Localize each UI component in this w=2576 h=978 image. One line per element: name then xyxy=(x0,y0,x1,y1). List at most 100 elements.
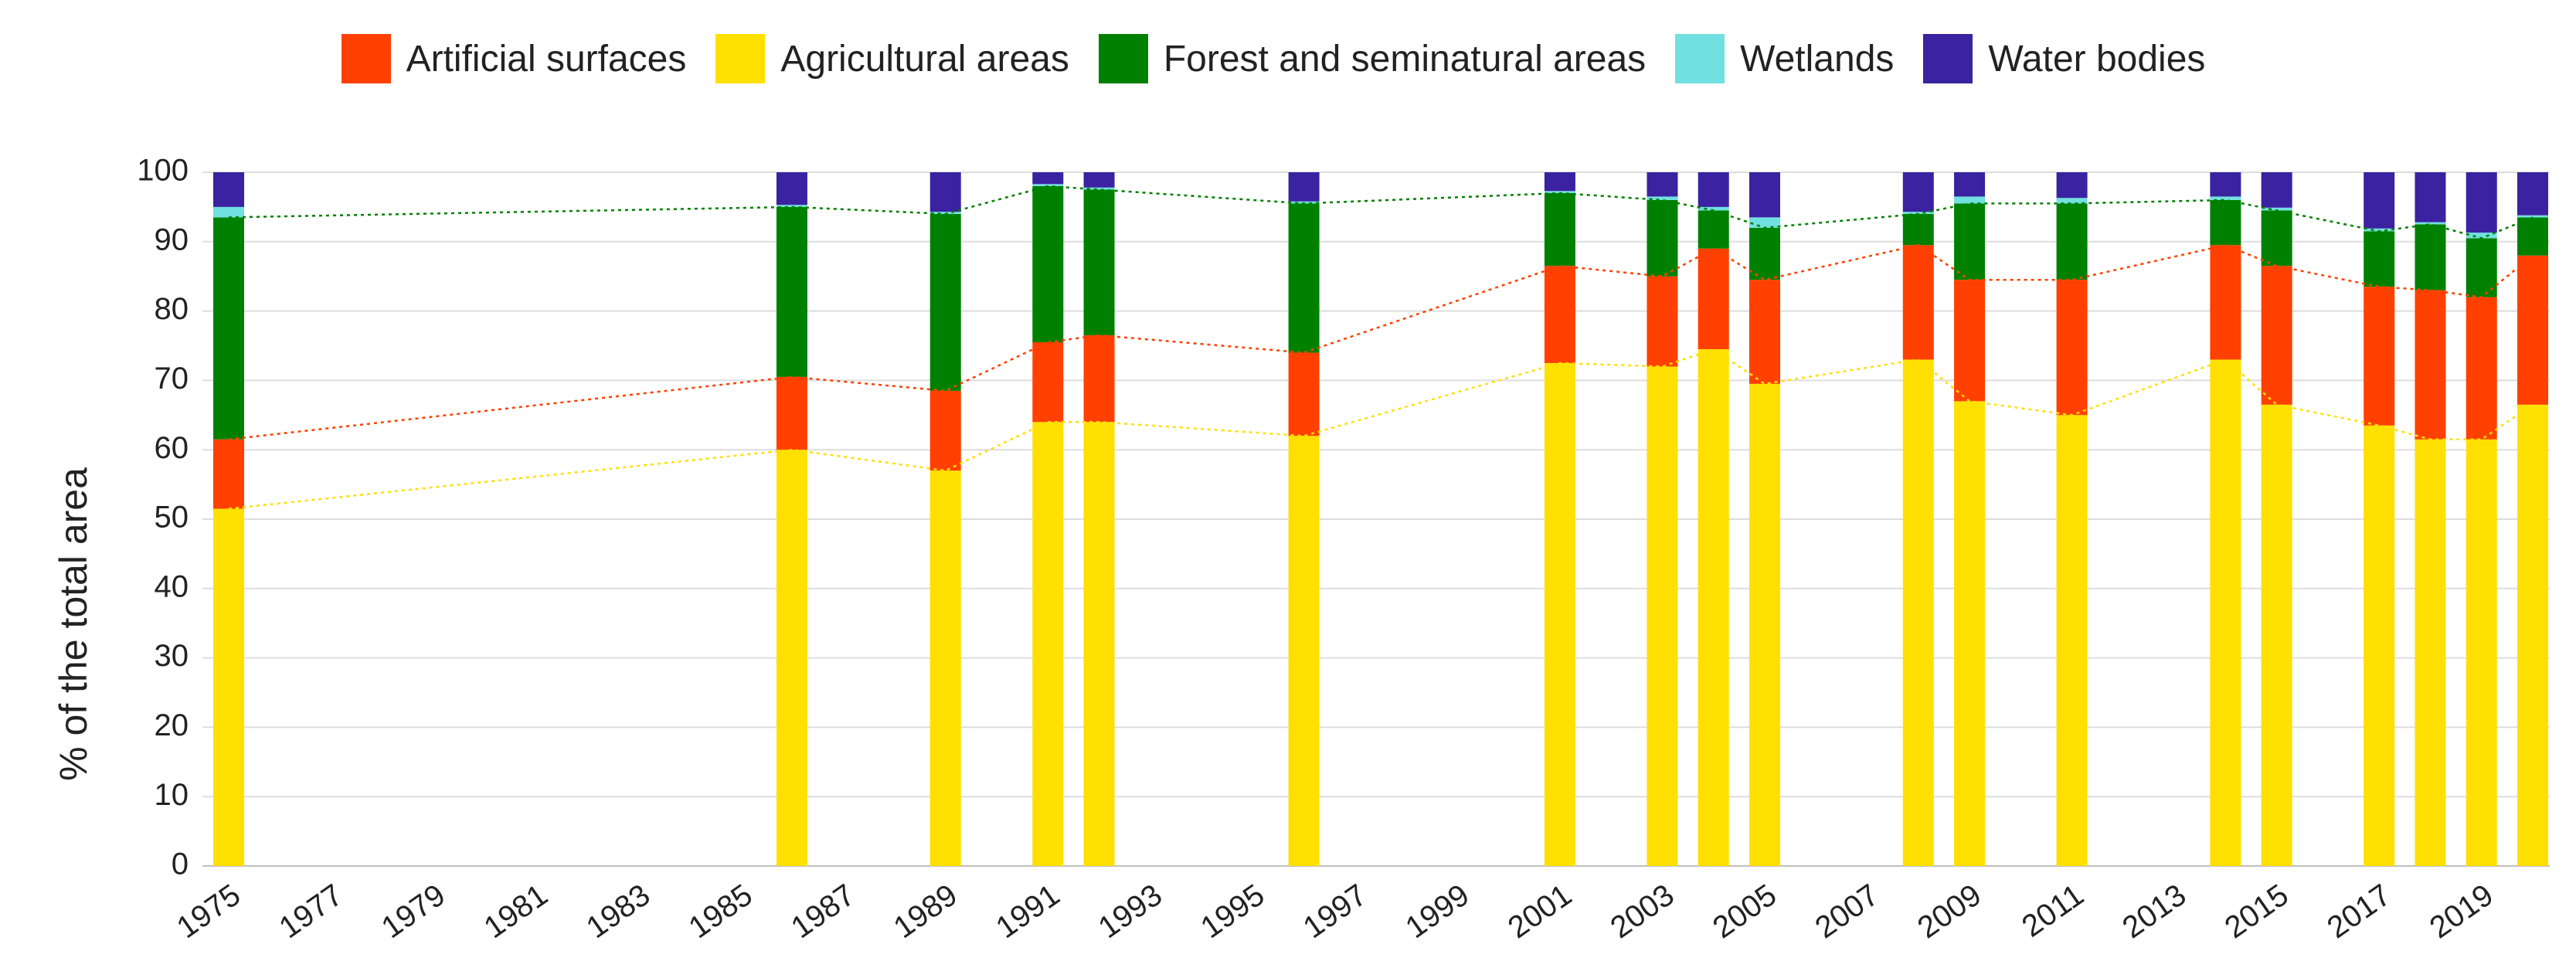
chart-legend: Artificial surfaces Agricultural areas F… xyxy=(0,34,2576,83)
legend-swatch-agricultural-areas xyxy=(715,34,766,83)
bar-artificial-surfaces-2015 xyxy=(2261,266,2292,405)
bar-agricultural-areas-2003 xyxy=(1647,366,1678,866)
x-tick-label-2019: 2019 xyxy=(2424,878,2500,945)
bar-agricultural-areas-1992 xyxy=(1083,422,1115,866)
bar-artificial-surfaces-2005 xyxy=(1749,280,1780,384)
bar-forest-and-seminatural-areas-1986 xyxy=(776,206,807,377)
x-tick-label-1977: 1977 xyxy=(274,878,349,945)
x-tick-label-1995: 1995 xyxy=(1195,878,1270,945)
legend-swatch-artificial-surfaces xyxy=(341,34,391,83)
bar-wetlands-1975 xyxy=(213,206,244,218)
y-tick-label-70: 70 xyxy=(155,362,189,396)
bar-agricultural-areas-2008 xyxy=(1902,359,1934,867)
bar-artificial-surfaces-2017 xyxy=(2364,287,2395,426)
bar-wetlands-2018 xyxy=(2415,222,2446,225)
bar-agricultural-areas-2015 xyxy=(2261,404,2292,866)
bar-wetlands-2005 xyxy=(1749,217,1780,228)
bar-water-bodies-2014 xyxy=(2210,172,2241,197)
bar-water-bodies-2019 xyxy=(2466,172,2497,233)
bar-water-bodies-2005 xyxy=(1749,172,1780,218)
x-tick-label-1983: 1983 xyxy=(580,878,656,945)
bar-agricultural-areas-2005 xyxy=(1749,383,1780,866)
legend-swatch-wetlands xyxy=(1675,34,1725,83)
bar-wetlands-2003 xyxy=(1647,196,1678,200)
bar-wetlands-2009 xyxy=(1954,196,1986,204)
bar-agricultural-areas-2009 xyxy=(1954,401,1986,866)
legend-item-artificial-surfaces: Artificial surfaces xyxy=(341,34,686,83)
bar-agricultural-areas-2018 xyxy=(2415,439,2446,866)
legend-item-water-bodies: Water bodies xyxy=(1923,34,2205,83)
y-tick-label-100: 100 xyxy=(137,154,189,188)
x-tick-label-1975: 1975 xyxy=(171,878,246,945)
bar-forest-and-seminatural-areas-2019 xyxy=(2466,238,2497,297)
legend-item-forest-seminatural: Forest and seminatural areas xyxy=(1098,34,1646,83)
x-tick-label-2005: 2005 xyxy=(1707,878,1782,945)
x-tick-label-2017: 2017 xyxy=(2321,878,2397,945)
bar-forest-and-seminatural-areas-2011 xyxy=(2056,203,2088,280)
bar-water-bodies-1986 xyxy=(776,172,807,205)
x-tick-label-1999: 1999 xyxy=(1399,878,1475,945)
bar-agricultural-areas-1975 xyxy=(213,508,244,866)
bar-artificial-surfaces-1975 xyxy=(213,439,244,509)
x-tick-label-1993: 1993 xyxy=(1093,878,1168,945)
bar-water-bodies-1989 xyxy=(929,172,961,212)
bar-forest-and-seminatural-areas-2004 xyxy=(1698,210,1729,249)
bar-artificial-surfaces-2001 xyxy=(1544,266,1575,363)
bar-wetlands-2020 xyxy=(2517,215,2548,218)
bar-forest-and-seminatural-areas-2001 xyxy=(1544,192,1575,267)
x-tick-label-2009: 2009 xyxy=(1912,878,1987,945)
y-tick-label-0: 0 xyxy=(172,847,189,881)
bar-wetlands-2008 xyxy=(1902,212,1934,214)
bar-wetlands-2015 xyxy=(2261,207,2292,211)
bar-wetlands-1996 xyxy=(1288,201,1320,204)
y-tick-label-90: 90 xyxy=(155,222,189,256)
legend-swatch-water-bodies xyxy=(1923,34,1973,83)
y-tick-label-60: 60 xyxy=(155,431,189,465)
bar-forest-and-seminatural-areas-2020 xyxy=(2517,217,2548,256)
trend-line-agricultural-areas xyxy=(228,348,2534,510)
bar-water-bodies-2008 xyxy=(1902,172,1934,212)
bar-agricultural-areas-2014 xyxy=(2210,359,2241,867)
y-tick-label-50: 50 xyxy=(155,501,189,535)
bar-artificial-surfaces-1992 xyxy=(1083,335,1115,423)
bar-water-bodies-2018 xyxy=(2415,172,2446,222)
bar-wetlands-2011 xyxy=(2056,198,2088,204)
bar-forest-and-seminatural-areas-1991 xyxy=(1032,185,1064,343)
bar-forest-and-seminatural-areas-2015 xyxy=(2261,210,2292,267)
bar-forest-and-seminatural-areas-2014 xyxy=(2210,199,2241,246)
bar-artificial-surfaces-1991 xyxy=(1032,342,1064,423)
x-tick-label-1985: 1985 xyxy=(683,878,759,945)
bar-agricultural-areas-1989 xyxy=(929,470,961,866)
legend-label-water-bodies: Water bodies xyxy=(1988,38,2206,80)
bar-water-bodies-2003 xyxy=(1647,172,1678,197)
bars xyxy=(213,172,2548,867)
bar-wetlands-2004 xyxy=(1698,206,1729,211)
bar-agricultural-areas-2011 xyxy=(2056,415,2088,866)
bar-artificial-surfaces-2004 xyxy=(1698,248,1729,349)
legend-label-wetlands: Wetlands xyxy=(1740,38,1895,80)
bar-agricultural-areas-2019 xyxy=(2466,439,2497,866)
bar-forest-and-seminatural-areas-1992 xyxy=(1083,189,1115,336)
bar-water-bodies-2017 xyxy=(2364,172,2395,229)
bar-agricultural-areas-2004 xyxy=(1698,348,1729,866)
bar-wetlands-2001 xyxy=(1544,191,1575,193)
x-tick-label-1981: 1981 xyxy=(478,878,554,945)
bar-wetlands-1989 xyxy=(929,212,961,214)
bar-forest-and-seminatural-areas-2018 xyxy=(2415,224,2446,290)
bar-agricultural-areas-2017 xyxy=(2364,425,2395,866)
x-tick-label-2011: 2011 xyxy=(2016,878,2090,943)
x-tick-label-1991: 1991 xyxy=(990,878,1065,945)
x-tick-label-2001: 2001 xyxy=(1502,878,1578,945)
x-tick-label-2015: 2015 xyxy=(2219,878,2295,945)
y-tick-label-30: 30 xyxy=(155,639,189,673)
x-tick-label-2007: 2007 xyxy=(1810,878,1885,945)
bar-forest-and-seminatural-areas-2017 xyxy=(2364,231,2395,287)
bar-forest-and-seminatural-areas-1989 xyxy=(929,213,961,391)
bar-wetlands-2017 xyxy=(2364,228,2395,232)
bar-water-bodies-2009 xyxy=(1954,172,1986,197)
bar-agricultural-areas-2001 xyxy=(1544,362,1575,866)
bar-wetlands-2014 xyxy=(2210,196,2241,200)
bar-artificial-surfaces-2003 xyxy=(1647,276,1678,367)
bar-wetlands-2019 xyxy=(2466,233,2497,239)
y-tick-label-80: 80 xyxy=(155,292,189,326)
